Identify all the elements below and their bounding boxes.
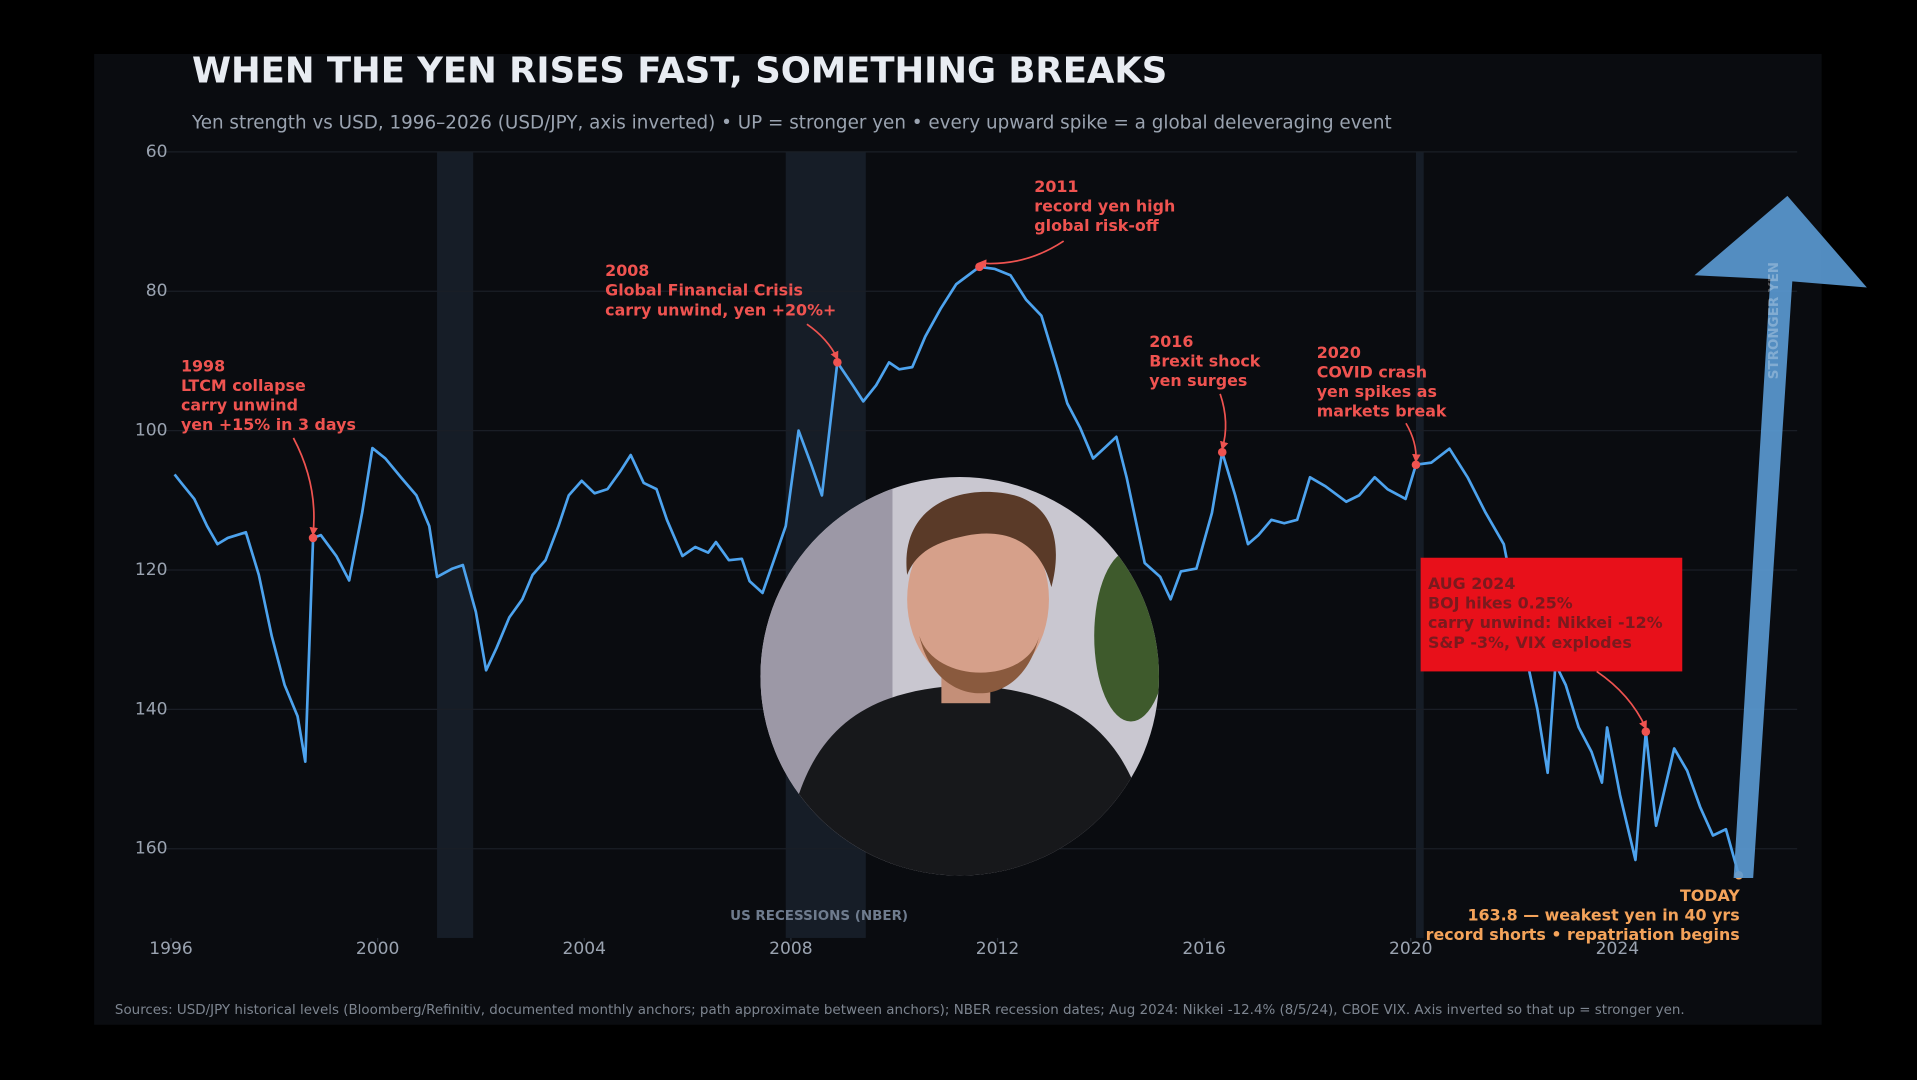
- y-tick-label: 100: [135, 421, 168, 441]
- annotation-arrow: [292, 437, 319, 536]
- annotation-arrow: [977, 240, 1065, 268]
- x-tick-label: 2008: [769, 939, 813, 959]
- annotation-arrow: [806, 323, 839, 361]
- annotation-arrow: [1596, 670, 1647, 730]
- annotation-text: record yen high: [1034, 196, 1175, 215]
- y-tick-label: 120: [135, 560, 168, 580]
- annotation-text: carry unwind: [181, 396, 298, 415]
- annotation-point: [975, 262, 984, 272]
- annotation-text: yen spikes as: [1317, 382, 1437, 401]
- x-tick-label: 1996: [149, 939, 193, 959]
- x-tick-label: 2004: [562, 939, 606, 959]
- recession-band: [437, 151, 474, 938]
- annotation-text: 2020: [1317, 343, 1361, 362]
- x-tick-label: 2024: [1596, 939, 1640, 959]
- annotation-text: 2008: [605, 261, 649, 280]
- webcam-body: [782, 684, 1156, 876]
- annotation-text: 2011: [1034, 177, 1078, 196]
- annotation-text: yen surges: [1149, 371, 1247, 390]
- annotation-text: carry unwind, yen +20%+: [605, 300, 836, 319]
- annotation-text: LTCM collapse: [181, 376, 306, 395]
- annotation-text: 163.8 — weakest yen in 40 yrs: [1468, 905, 1740, 924]
- annotation-text: COVID crash: [1317, 363, 1427, 382]
- annotation-text: 1998: [181, 357, 225, 376]
- x-tick-label: 2000: [356, 939, 400, 959]
- annotation-text: carry unwind: Nikkei -12%: [1428, 613, 1663, 632]
- annotation-text: markets break: [1317, 402, 1447, 421]
- annotation-text: TODAY: [1680, 886, 1740, 905]
- annotation-text: Brexit shock: [1149, 352, 1261, 371]
- yen-line: [173, 265, 1741, 876]
- annotation-box: [1420, 557, 1683, 672]
- y-tick-label: 160: [135, 839, 168, 859]
- x-tick-label: 2012: [976, 939, 1020, 959]
- y-tick-label: 60: [146, 142, 168, 162]
- webcam-hair: [906, 491, 1056, 588]
- source-note: Sources: USD/JPY historical levels (Bloo…: [115, 1003, 1685, 1018]
- webcam-face: [907, 511, 1049, 688]
- annotation-point: [1217, 447, 1227, 457]
- recession-label: US RECESSIONS (NBER): [730, 909, 908, 924]
- annotation-text: AUG 2024: [1428, 574, 1515, 593]
- x-tick-label: 2020: [1389, 939, 1433, 959]
- annotation-text: Global Financial Crisis: [605, 281, 803, 300]
- annotation-point: [308, 533, 318, 543]
- big-arrow: STRONGER YEN: [1694, 195, 1867, 879]
- annotation-point: [1411, 460, 1421, 470]
- annotation-arrow: [1219, 393, 1229, 451]
- annotation-text: record shorts • repatriation begins: [1426, 925, 1740, 944]
- y-tick-label: 140: [135, 699, 168, 719]
- stronger-yen-arrow: [1694, 195, 1867, 879]
- annotation-text: 2016: [1149, 332, 1193, 351]
- arrow-label: STRONGER YEN: [1767, 262, 1782, 379]
- webcam: [760, 477, 1160, 876]
- webcam-beard: [919, 635, 1040, 694]
- annotation-text: yen +15% in 3 days: [181, 415, 356, 434]
- chart-subtitle: Yen strength vs USD, 1996–2026 (USD/JPY,…: [191, 113, 1392, 134]
- y-tick-label: 80: [146, 281, 168, 301]
- annotation-point: [833, 358, 842, 367]
- annotation-point: [1641, 727, 1651, 736]
- chart-title: WHEN THE YEN RISES FAST, SOMETHING BREAK…: [192, 50, 1167, 91]
- annotation-arrow: [1405, 422, 1421, 463]
- annotation-text: S&P -3%, VIX explodes: [1428, 633, 1632, 652]
- x-tick-label: 2016: [1182, 939, 1226, 959]
- recession-band: [1415, 151, 1424, 938]
- plot-area: US RECESSIONS (NBER) 60 80 100 120 140 160 1996…: [135, 142, 1798, 959]
- annotation-text: BOJ hikes 0.25%: [1428, 594, 1573, 613]
- annotation-text: global risk-off: [1034, 216, 1159, 235]
